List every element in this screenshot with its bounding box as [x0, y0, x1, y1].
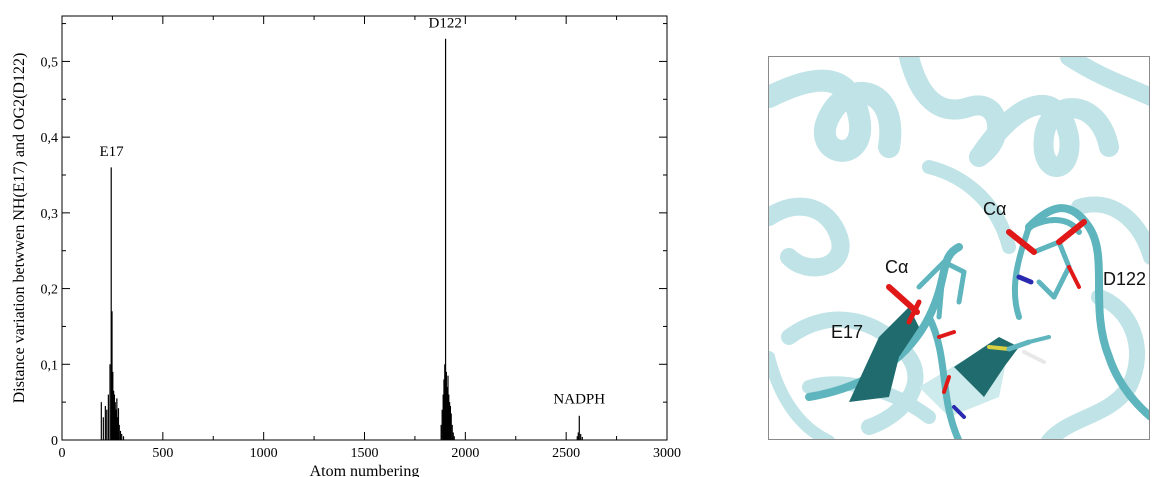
ca-right-label: Cα	[983, 199, 1006, 219]
background-ribbons	[769, 57, 1149, 439]
y-tick-label: 0,4	[41, 131, 59, 146]
annotations: E17 D122 NADPH	[100, 15, 606, 407]
x-tick-label: 3000	[653, 446, 681, 461]
ca-left-label: Cα	[885, 257, 908, 277]
y-tick-label: 0,1	[41, 358, 59, 373]
x-tick-label: 500	[152, 446, 173, 461]
plot-frame	[61, 15, 668, 441]
molecule-structure-image: Cα Cα E17 D122	[768, 56, 1150, 440]
peak-annotation: E17	[100, 144, 125, 160]
d122-residue-label: D122	[1103, 269, 1146, 289]
beta-sheet-arrows	[849, 307, 1019, 402]
y-tick-label: 0,3	[41, 207, 59, 222]
peak-annotation: NADPH	[553, 392, 605, 408]
x-axis-ticks: 0 500 1000 1500 2000 2500 3000	[59, 16, 681, 461]
x-axis-title: Atom numbering	[310, 463, 420, 477]
y-axis-ticks: 0 0,1 0,2 0,3 0,4 0,5	[41, 23, 667, 449]
y-axis-title: Distance variation betwwen NH(E17) and O…	[11, 53, 28, 404]
x-tick-label: 1500	[351, 446, 379, 461]
y-tick-label: 0,5	[41, 55, 59, 70]
x-tick-label: 0	[59, 446, 66, 461]
x-tick-label: 2000	[451, 446, 479, 461]
protein-ribbon-render: Cα Cα E17 D122	[769, 57, 1149, 439]
y-tick-label: 0,2	[41, 283, 59, 298]
x-tick-label: 2500	[552, 446, 580, 461]
e17-residue-label: E17	[831, 322, 863, 342]
y-tick-label: 0	[51, 434, 58, 449]
bar-series	[100, 38, 583, 440]
side-chain-sticks	[886, 219, 1087, 419]
peak-annotation: D122	[428, 15, 461, 31]
x-tick-label: 1000	[250, 446, 278, 461]
